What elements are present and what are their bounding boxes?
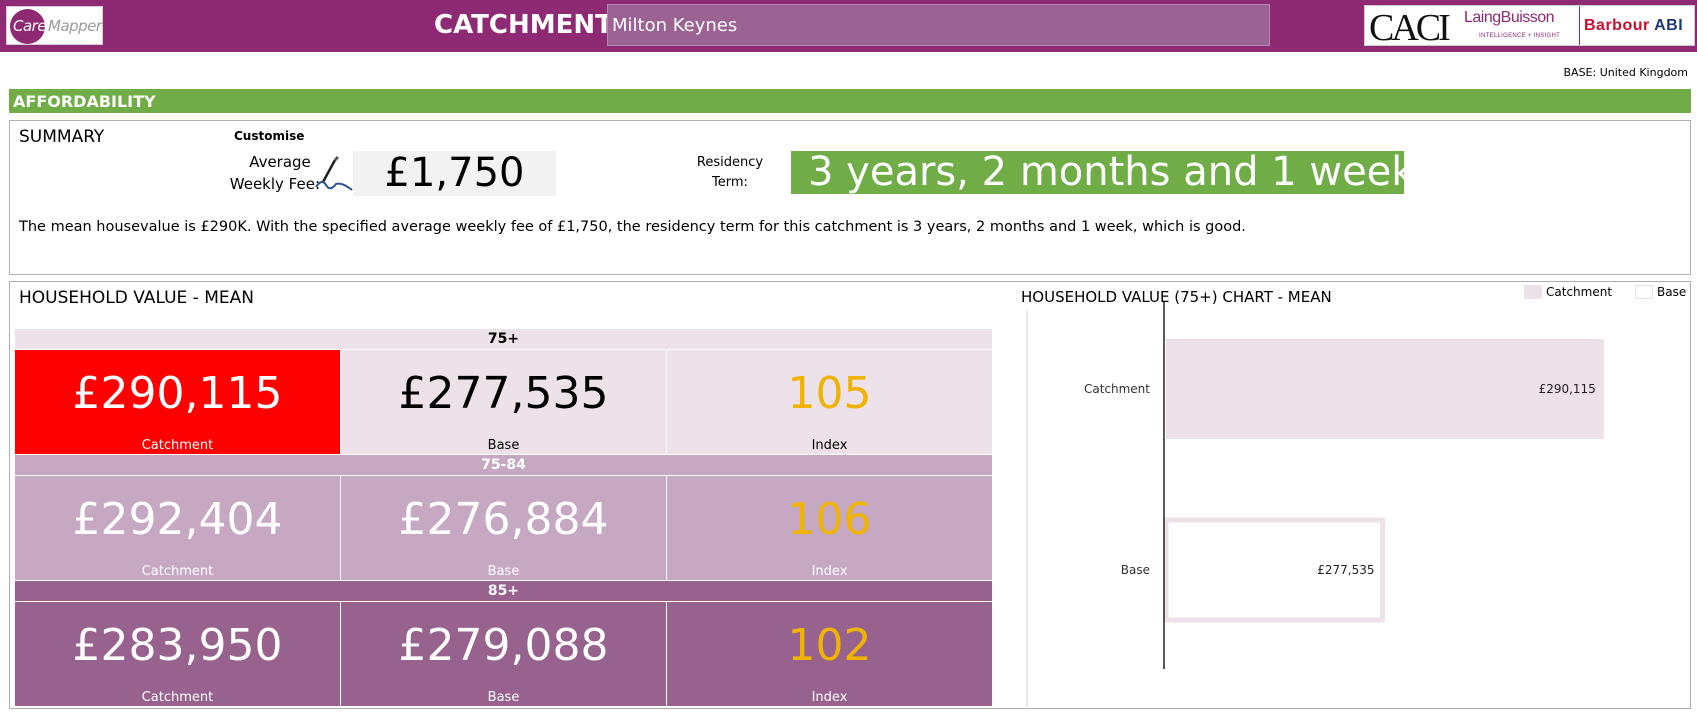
residency-term-value: 3 years, 2 months and 1 week: [791, 151, 1404, 194]
catchment-caption: Catchment: [141, 690, 214, 705]
laingbuisson-logo: LaingBuisson: [1464, 9, 1555, 26]
base-label: BASE: United Kingdom: [1563, 66, 1689, 79]
data-label-base: £277,535: [1317, 563, 1374, 577]
barbour-abi-logo: Barbour ABI: [1584, 17, 1683, 35]
category-label-catchment: Catchment: [1084, 382, 1150, 396]
legend-swatch-base: [1635, 285, 1653, 299]
index-value-85plus: 102 Index: [667, 602, 992, 706]
index-caption: Index: [811, 690, 848, 705]
average-weekly-fee-input[interactable]: £1,750: [353, 151, 556, 196]
caci-logo: CACI: [1369, 7, 1451, 49]
summary-text: The mean housevalue is £290K. With the s…: [19, 219, 1246, 235]
bar-base: [1163, 517, 1386, 623]
logo-mapper-text: Mapper: [48, 17, 102, 35]
base-caption: Base: [487, 690, 520, 705]
legend-label-base: Base: [1657, 285, 1687, 299]
household-value-panel: HOUSEHOLD VALUE - MEAN 75+ £290,115 Catc…: [9, 281, 1691, 709]
catchment-caption: Catchment: [141, 438, 214, 453]
top-bar: Care Mapper CATCHMENT: Milton Keynes CAC…: [0, 0, 1697, 52]
band-header-75-84: 75-84: [15, 455, 992, 475]
index-value: 102: [787, 620, 872, 671]
base-value: £279,088: [398, 620, 609, 671]
base-caption: Base: [487, 564, 520, 579]
awf-line2: Weekly Fee:: [229, 175, 320, 193]
index-value: 105: [787, 368, 872, 419]
household-value-title: HOUSEHOLD VALUE - MEAN: [19, 288, 254, 308]
base-value: £276,884: [398, 494, 609, 545]
catchment-value-75plus: £290,115 Catchment: [15, 350, 340, 454]
catchment-value: £292,404: [72, 494, 283, 545]
average-weekly-fee-label: Average Weekly Fee:: [220, 151, 320, 195]
residency-line1: Residency: [696, 155, 764, 170]
catchment-caption: Catchment: [141, 564, 214, 579]
logo-care-text: Care: [13, 17, 47, 35]
index-value-75-84: 106 Index: [667, 476, 992, 580]
summary-panel: SUMMARY Customise Average Weekly Fee: £1…: [9, 120, 1691, 275]
logo-circle: [10, 9, 45, 44]
catchment-value: £283,950: [72, 620, 283, 671]
band-header-75plus: 75+: [15, 329, 992, 349]
base-value: £277,535: [398, 368, 609, 419]
index-value: 106: [787, 494, 872, 545]
partner-divider: [1579, 6, 1580, 45]
base-value-75-84: £276,884 Base: [341, 476, 666, 580]
catchment-value-75-84: £292,404 Catchment: [15, 476, 340, 580]
residency-line2: Term:: [712, 175, 748, 190]
category-label-base: Base: [1121, 563, 1150, 577]
legend-swatch-catchment: [1524, 285, 1542, 299]
chart-title: HOUSEHOLD VALUE (75+) CHART - MEAN: [1021, 288, 1332, 306]
partner-logos: CACI LaingBuisson INTELLIGENCE + INSIGHT…: [1364, 5, 1695, 49]
index-caption: Index: [811, 564, 848, 579]
customise-label: Customise: [234, 129, 305, 143]
residency-term-label: Residency Term:: [685, 153, 775, 193]
catchment-value-85plus: £283,950 Catchment: [15, 602, 340, 706]
band-header-85plus: 85+: [15, 581, 992, 601]
base-caption: Base: [487, 438, 520, 453]
caremapper-logo[interactable]: Care Mapper: [6, 6, 103, 45]
abi-text: ABI: [1654, 17, 1684, 34]
bar-catchment: [1166, 339, 1604, 439]
catchment-input[interactable]: Milton Keynes: [607, 4, 1270, 46]
legend-label-catchment: Catchment: [1546, 285, 1613, 299]
index-caption: Index: [811, 438, 848, 453]
catchment-value: £290,115: [72, 368, 283, 419]
awf-line1: Average: [249, 153, 311, 171]
catchment-label: CATCHMENT:: [434, 10, 622, 40]
section-header-affordability: AFFORDABILITY: [9, 89, 1691, 113]
edit-pen-icon[interactable]: [314, 154, 359, 194]
summary-title: SUMMARY: [19, 127, 105, 147]
barbour-text: Barbour: [1584, 17, 1650, 34]
base-value-75plus: £277,535 Base: [341, 350, 666, 454]
base-value-85plus: £279,088 Base: [341, 602, 666, 706]
data-label-catchment: £290,115: [1539, 382, 1596, 396]
laingbuisson-tagline: INTELLIGENCE + INSIGHT: [1479, 33, 1561, 39]
household-value-chart: Catchment £290,115 Base £277,535: [1026, 302, 1604, 707]
index-value-75plus: 105 Index: [667, 350, 992, 454]
